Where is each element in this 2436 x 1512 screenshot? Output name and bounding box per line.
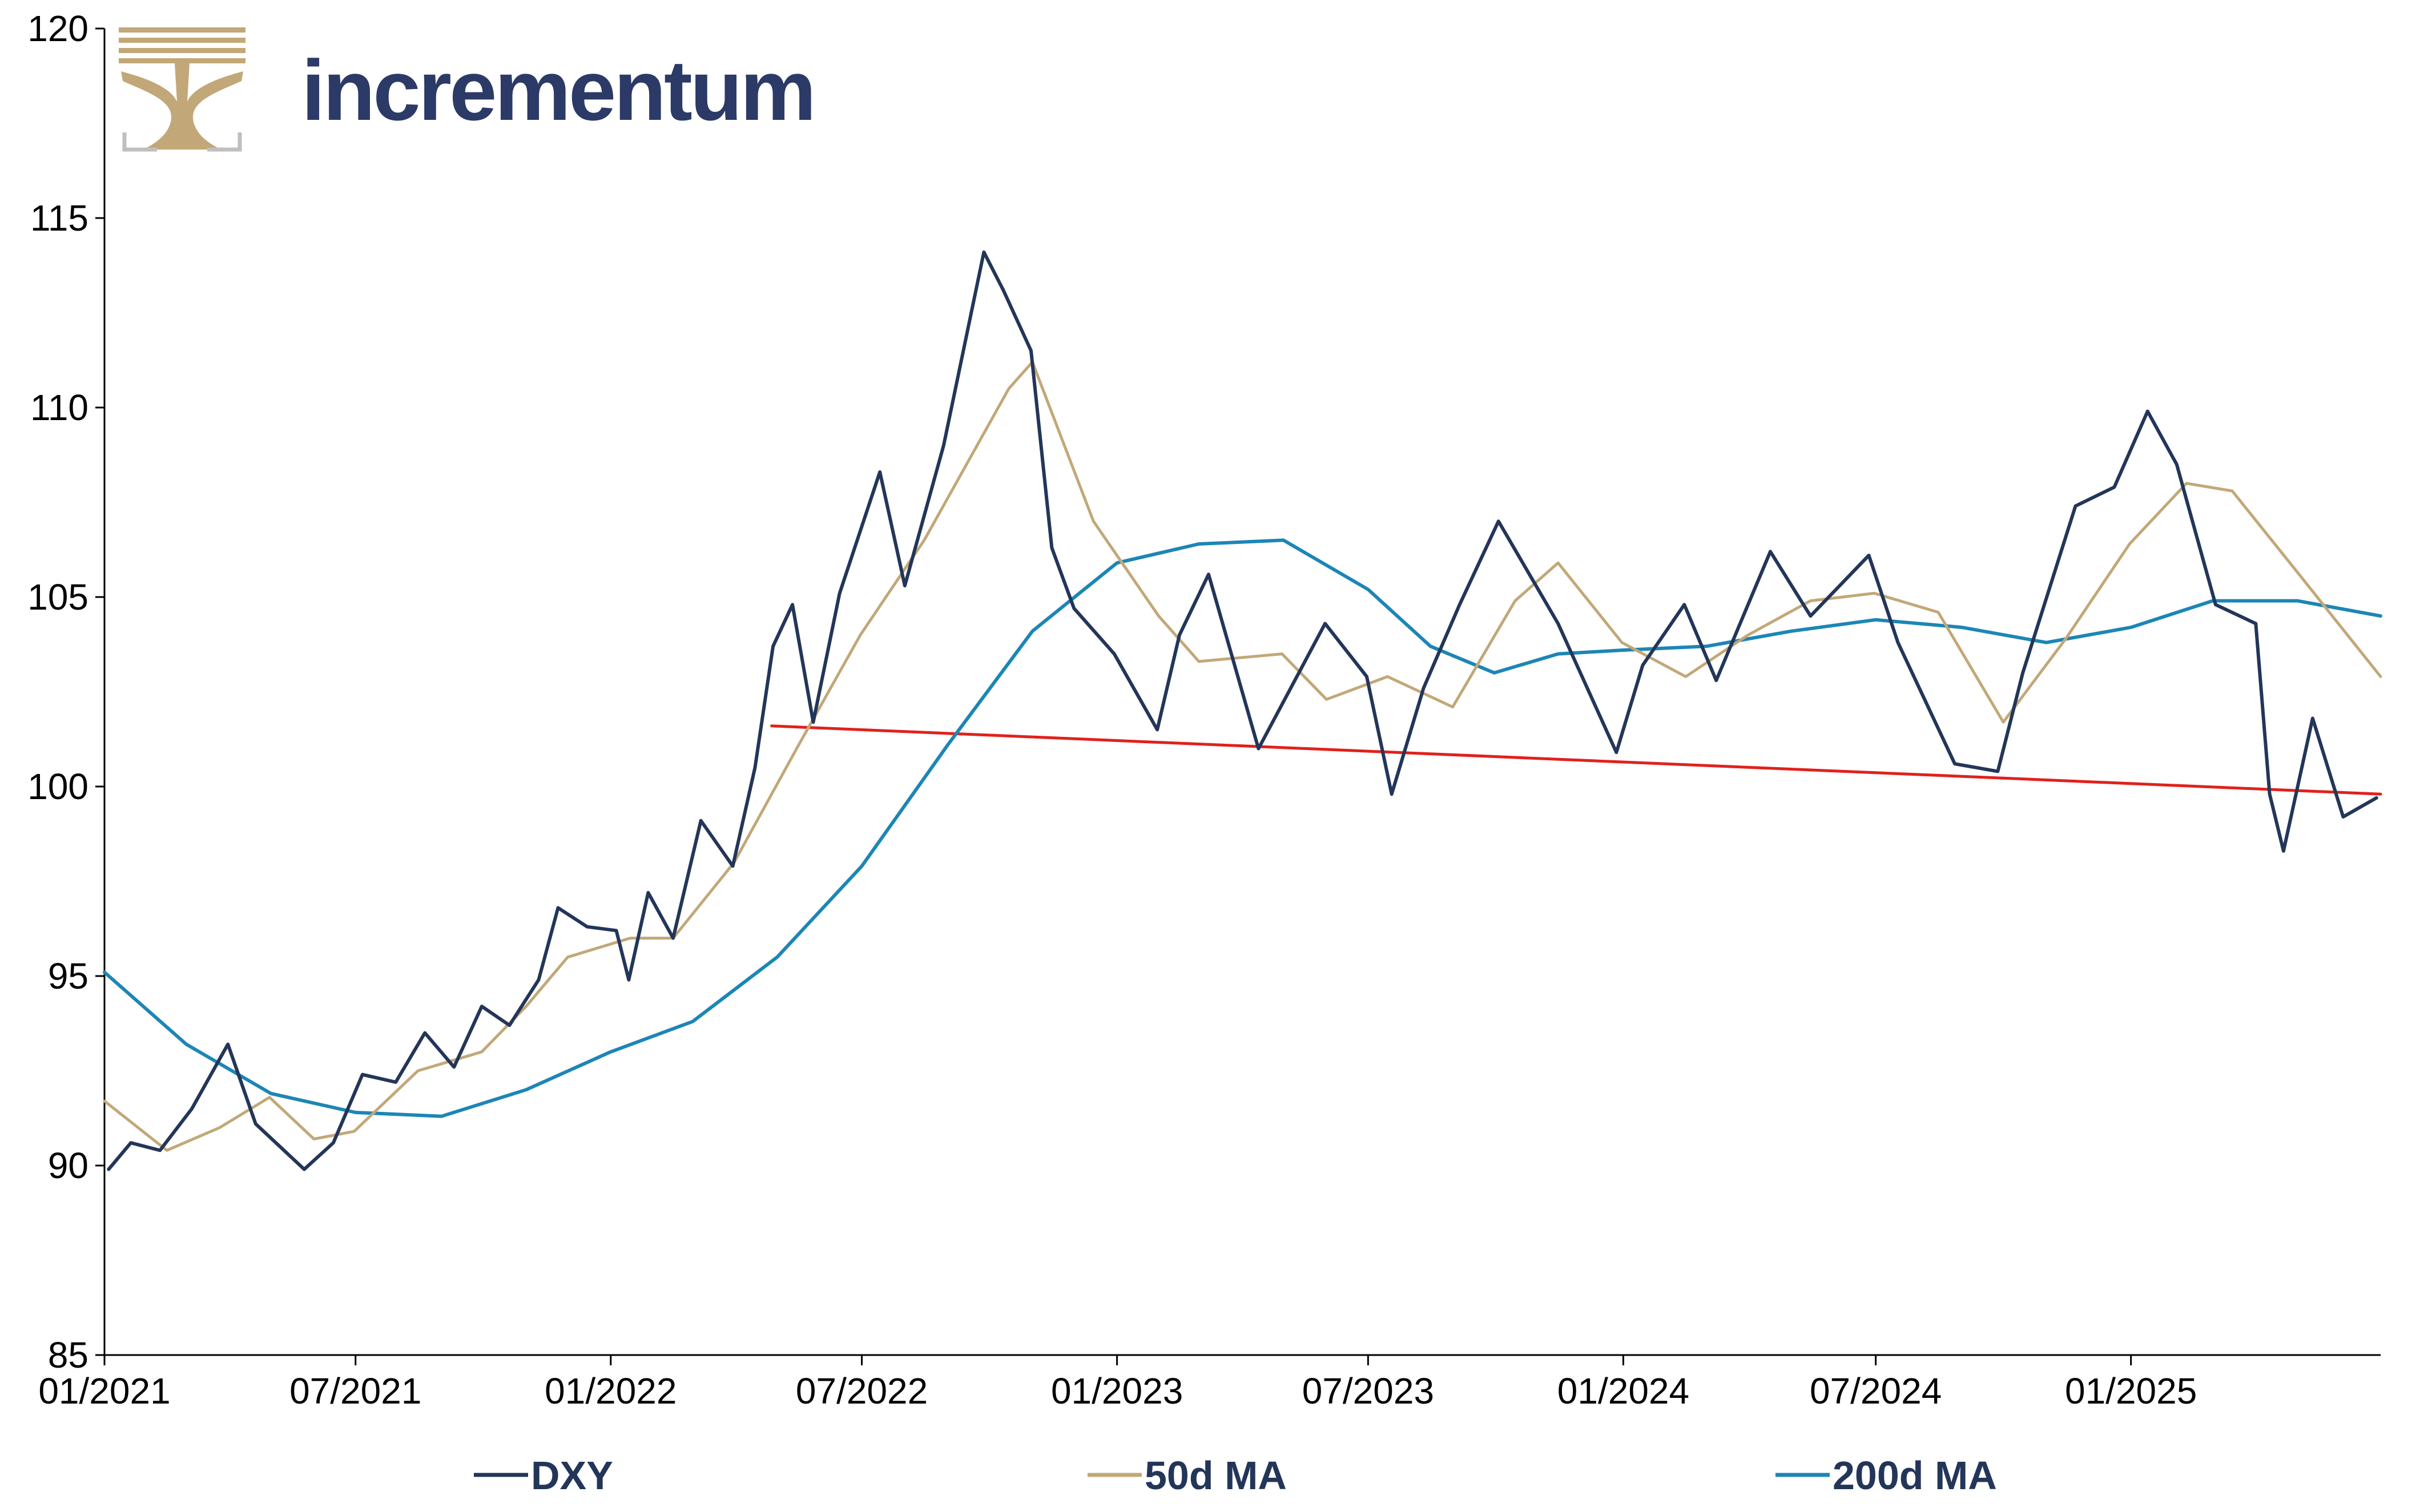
axes: 85 90 95 100 105 110 115 120 01/2021 07/2021 01/20… bbox=[27, 8, 2381, 1412]
y-tick-label: 85 bbox=[48, 1334, 88, 1376]
legend-label: 200d MA bbox=[1833, 1453, 1997, 1498]
series-layer bbox=[103, 250, 2382, 1171]
x-tick-label: 07/2021 bbox=[289, 1370, 421, 1412]
series-200d-ma-line bbox=[103, 538, 2382, 1118]
y-tick-label: 100 bbox=[27, 766, 88, 807]
x-tick-label: 01/2022 bbox=[545, 1370, 677, 1412]
y-tick-label: 110 bbox=[30, 387, 88, 428]
y-tick-label: 90 bbox=[48, 1145, 88, 1186]
legend-label: 50d MA bbox=[1145, 1453, 1287, 1498]
legend-label: DXY bbox=[531, 1453, 613, 1498]
y-tick-label: 115 bbox=[30, 197, 88, 239]
x-tick-label: 07/2023 bbox=[1302, 1370, 1434, 1412]
series-dxy-line bbox=[107, 250, 2378, 1171]
brand-name: incrementum bbox=[301, 42, 814, 138]
y-tick-label: 95 bbox=[48, 955, 88, 997]
series-50d-ma-line bbox=[103, 360, 2382, 1152]
trendline-line bbox=[770, 724, 2382, 796]
x-tick-label: 01/2025 bbox=[2065, 1370, 2197, 1412]
x-tick-label: 01/2024 bbox=[1557, 1370, 1689, 1412]
tree-icon bbox=[119, 27, 245, 150]
y-tick-label: 105 bbox=[27, 576, 88, 618]
incrementum-logo: incrementum bbox=[119, 27, 816, 152]
x-tick-label: 01/2021 bbox=[38, 1370, 170, 1412]
y-tick-label: 120 bbox=[27, 8, 88, 49]
x-tick-label: 01/2023 bbox=[1051, 1370, 1183, 1412]
x-tick-label: 07/2024 bbox=[1810, 1370, 1942, 1412]
legend: DXY 50d MA 200d MA bbox=[474, 1453, 1997, 1498]
logo-frame-icon bbox=[122, 132, 242, 152]
x-tick-label: 07/2022 bbox=[796, 1370, 928, 1412]
